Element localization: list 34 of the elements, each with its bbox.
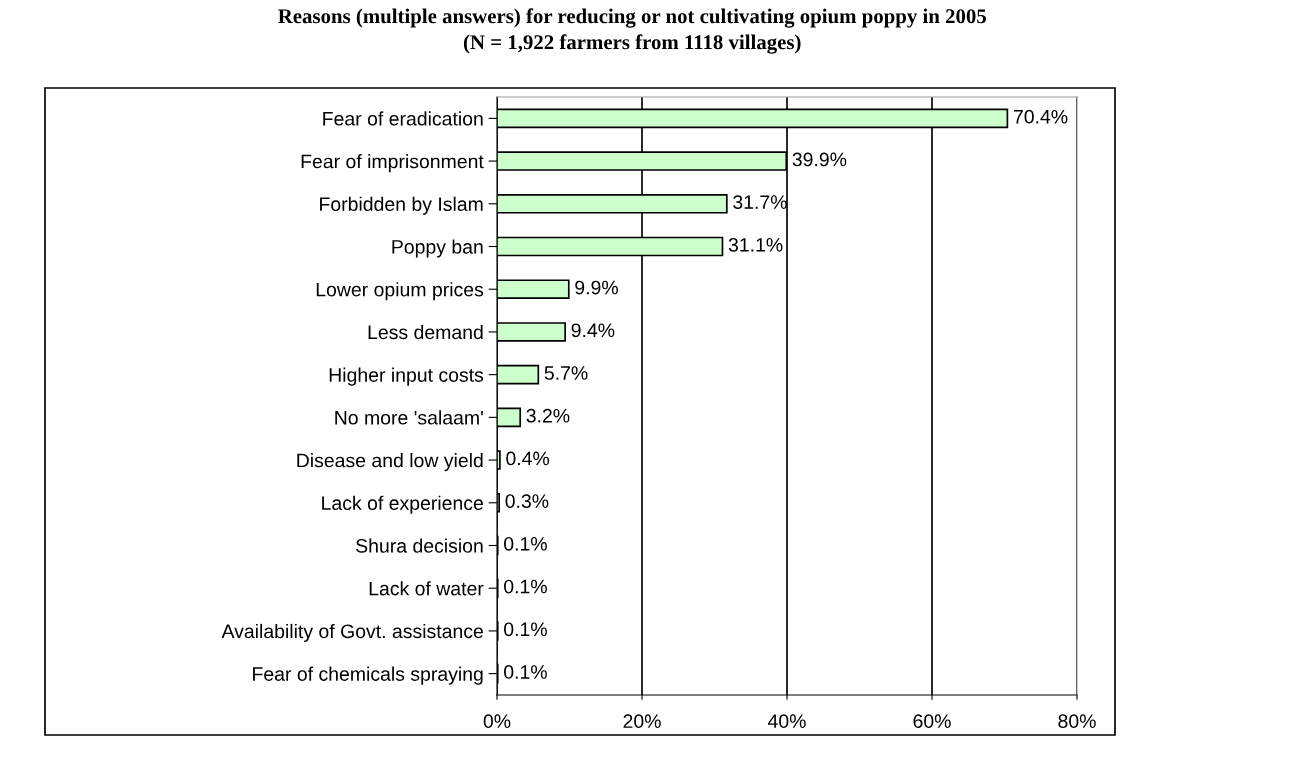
- y-tick-label: Higher input costs: [329, 367, 484, 386]
- data-label: 0.4%: [506, 451, 550, 466]
- chart-subtitle: (N = 1,922 farmers from 1118 villages): [463, 34, 801, 54]
- x-tick-label: 20%: [623, 714, 661, 729]
- data-label: 5.7%: [544, 366, 588, 380]
- data-label: 0.1%: [504, 665, 547, 679]
- x-tick-label: 80%: [1058, 714, 1096, 729]
- y-tick-label: Fear of imprisonment: [301, 154, 484, 173]
- data-label: 70.4%: [1013, 109, 1068, 124]
- data-label: 39.9%: [792, 152, 847, 167]
- data-label: 31.1%: [728, 237, 783, 252]
- data-label: 0.3%: [505, 494, 549, 509]
- y-tick-label: Disease and low yield: [297, 453, 483, 472]
- x-tick-label: 40%: [767, 714, 806, 729]
- data-label: 9.9%: [575, 280, 618, 295]
- y-tick-label: Fear of eradication: [323, 111, 483, 126]
- y-tick-label: Forbidden by Islam: [320, 196, 483, 215]
- y-tick-label: Lower opium prices: [316, 282, 484, 301]
- data-label: 9.4%: [571, 323, 615, 338]
- y-tick-label: Less demand: [368, 324, 483, 340]
- data-label: 0.1%: [504, 536, 547, 551]
- y-tick-label: Fear of chemicals spraying: [253, 666, 483, 685]
- data-label: 3.2%: [526, 408, 570, 423]
- y-tick-label: Poppy ban: [392, 239, 483, 258]
- y-tick-label: Lack of water: [369, 581, 484, 596]
- y-tick-label: Lack of experience: [322, 495, 483, 514]
- x-tick-label: 0%: [483, 714, 511, 729]
- y-tick-label: Availability of Govt. assistance: [221, 623, 483, 643]
- data-label: 0.1%: [504, 622, 547, 637]
- y-tick-label: No more 'salaam': [335, 410, 483, 425]
- data-label: 0.1%: [504, 579, 547, 594]
- x-tick-label: 60%: [913, 714, 951, 729]
- y-tick-label: Shura decision: [356, 538, 483, 553]
- chart-title: Reasons (multiple answers) for reducing or not cultivating opium poppy in 2005: [278, 8, 986, 28]
